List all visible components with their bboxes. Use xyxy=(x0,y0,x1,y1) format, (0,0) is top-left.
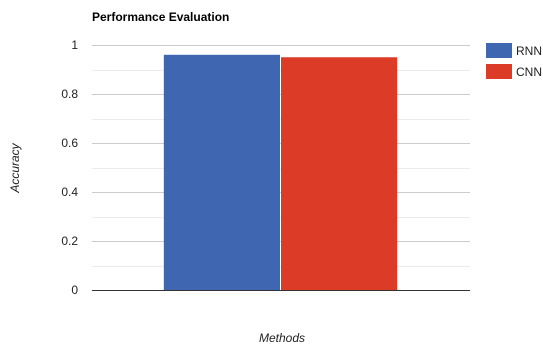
bar-cnn xyxy=(281,57,398,290)
legend-label-rnn: RNN xyxy=(516,44,542,58)
y-axis-title: Accuracy xyxy=(8,142,22,193)
legend-swatch-rnn xyxy=(486,43,512,58)
bars xyxy=(163,54,398,290)
y-tick-label: 1 xyxy=(71,38,78,52)
y-tick-label: 0 xyxy=(71,283,78,297)
bar-rnn xyxy=(163,54,280,290)
x-axis-title: Methods xyxy=(259,331,305,345)
legend-swatch-cnn xyxy=(486,64,512,79)
y-axis-ticks: 0 0.2 0.4 0.6 0.8 1 xyxy=(61,38,78,297)
legend-label-cnn: CNN xyxy=(516,65,542,79)
y-tick-label: 0.2 xyxy=(61,234,78,248)
legend: RNN CNN xyxy=(486,43,542,79)
y-tick-label: 0.8 xyxy=(61,87,78,101)
y-tick-label: 0.6 xyxy=(61,136,78,150)
chart-title: Performance Evaluation xyxy=(92,10,229,24)
y-tick-label: 0.4 xyxy=(61,185,78,199)
